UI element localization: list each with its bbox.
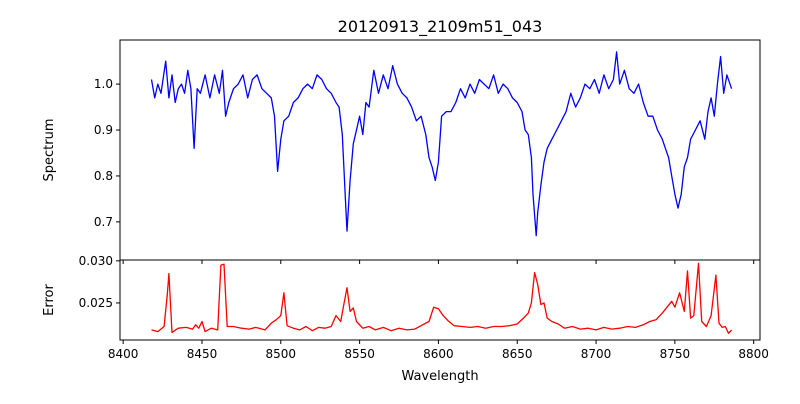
error-line	[151, 262, 733, 334]
spectrum-ytick-label: 1.0	[94, 77, 113, 91]
spectrum-axes-frame	[119, 39, 761, 261]
error-ytick-label: 0.030	[79, 254, 113, 268]
y-axis-label-error: Error	[42, 284, 57, 316]
error-ytick-label: 0.025	[79, 296, 113, 310]
spectrum-ytick-label: 0.7	[94, 215, 113, 229]
spectrum-line	[150, 51, 733, 237]
chart-title: 20120913_2109m51_043	[338, 17, 543, 37]
error-panel: 0.025 0.030 8400 8450 8500 8550 8600 8650 8700 87…	[79, 254, 769, 361]
xtick-label: 8450	[187, 347, 218, 361]
error-axes-frame	[119, 259, 761, 341]
spectrum-ytick-label: 0.8	[94, 169, 113, 183]
xtick-label: 8700	[581, 347, 612, 361]
spectrum-panel: 0.7 0.8 0.9 1.0	[94, 39, 761, 264]
spectrum-ytick-label: 0.9	[94, 123, 113, 137]
xtick-label: 8550	[344, 347, 375, 361]
xtick-label: 8600	[423, 347, 454, 361]
xtick-label: 8800	[738, 347, 769, 361]
xtick-label: 8500	[266, 347, 297, 361]
x-axis-label: Wavelength	[401, 369, 478, 384]
xtick-label: 8650	[502, 347, 533, 361]
xtick-label: 8750	[660, 347, 691, 361]
xtick-label: 8400	[108, 347, 139, 361]
y-axis-label-spectrum: Spectrum	[42, 119, 57, 182]
